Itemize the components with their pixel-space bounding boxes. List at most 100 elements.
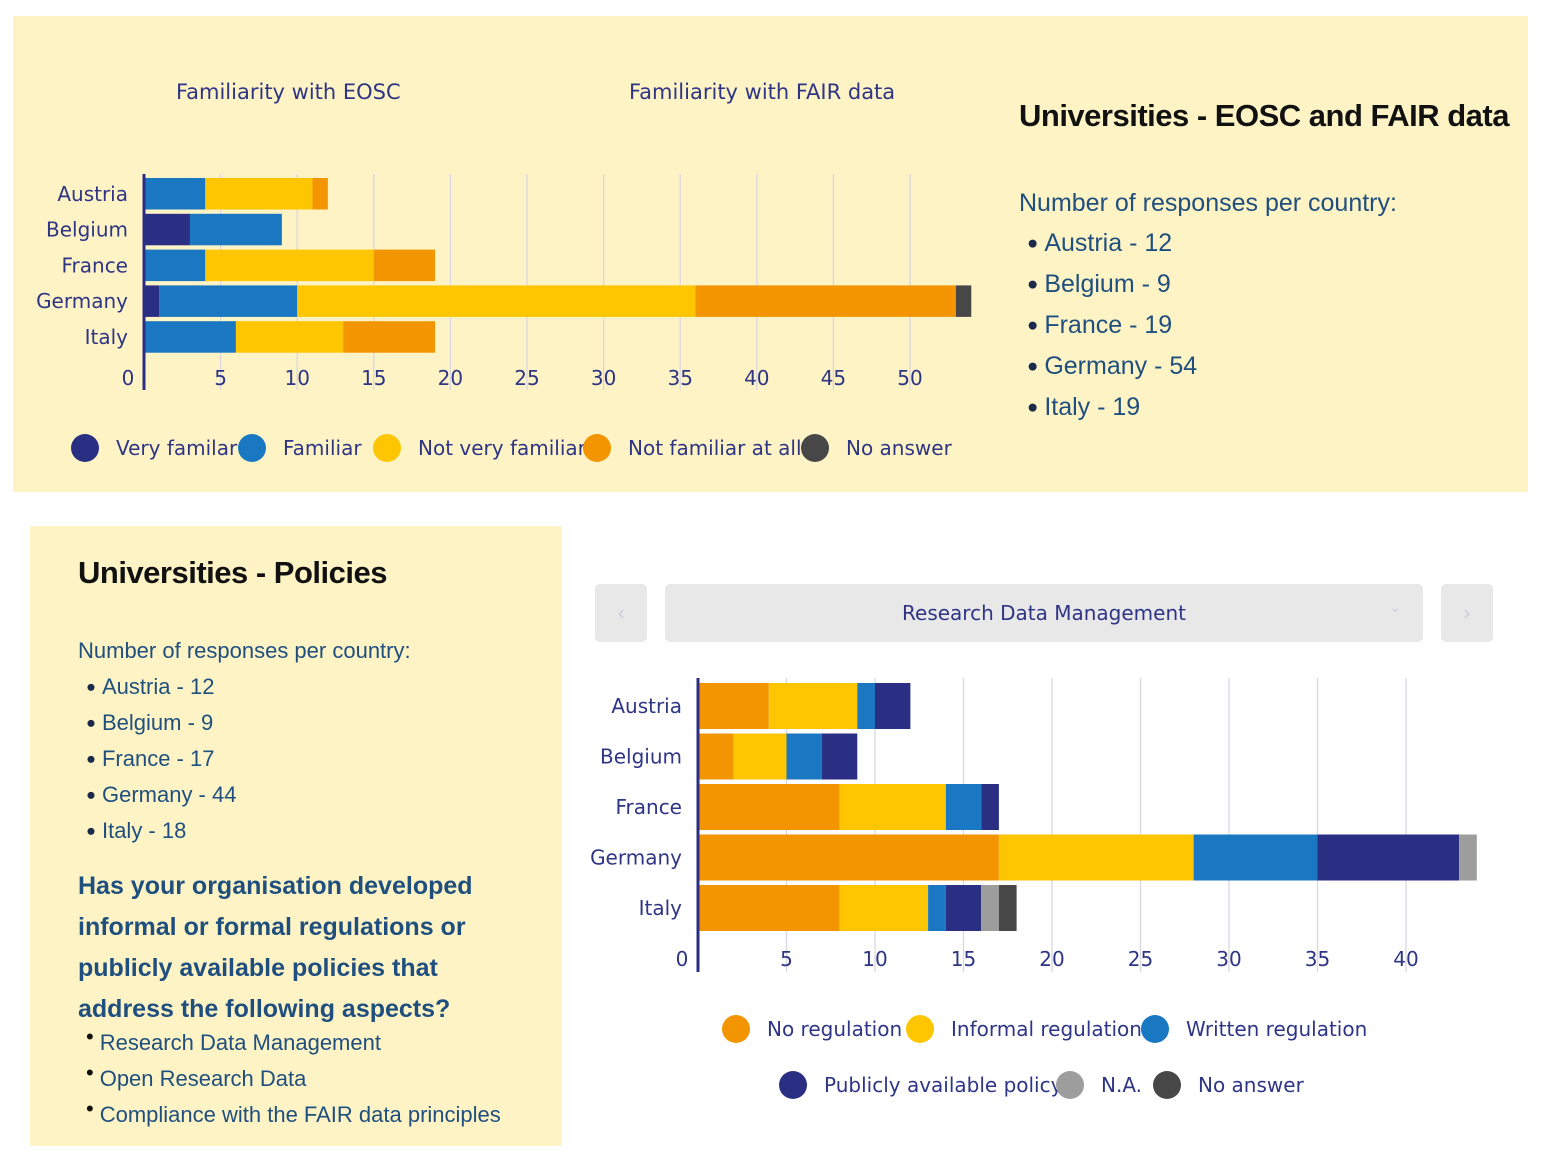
category-label-italy: Italy bbox=[85, 325, 129, 349]
bar-austria-written-regulation bbox=[857, 683, 875, 729]
bar-france-not-very-familiar bbox=[205, 249, 374, 282]
legend-label-publicly-available-policy: Publicly available policy bbox=[824, 1073, 1063, 1097]
category-label-italy: Italy bbox=[639, 896, 683, 920]
bar-france-publicly-available-policy bbox=[981, 784, 999, 830]
responses-austria: Austria - 12 bbox=[86, 674, 236, 710]
legend-label-not-familiar-at-all: Not familiar at all bbox=[628, 436, 802, 460]
bar-germany-not-familiar-at-all bbox=[695, 285, 956, 317]
x-tick-label: 20 bbox=[438, 366, 463, 390]
x-tick-label: 15 bbox=[951, 947, 976, 971]
chevron-right-icon: › bbox=[1463, 601, 1471, 625]
bar-austria-no-regulation bbox=[698, 683, 769, 729]
x-tick-label: 40 bbox=[744, 366, 769, 390]
chevron-left-icon: ‹ bbox=[617, 601, 625, 625]
bar-belgium-very-familar bbox=[144, 213, 190, 246]
eosc-familiarity-chart: Austria Belgium France Germany Italy 0 5 10 15 20… bbox=[36, 174, 972, 462]
legend-marker-not-very-familiar bbox=[373, 434, 401, 462]
responses-germany: Germany - 44 bbox=[86, 782, 237, 818]
aspect-select-value: Research Data Management bbox=[902, 601, 1186, 625]
bar-france-no-regulation bbox=[698, 784, 840, 830]
x-tick-label: 25 bbox=[514, 366, 539, 390]
x-tick-label: 20 bbox=[1039, 947, 1064, 971]
aspect-item: Research Data Management bbox=[86, 1028, 501, 1064]
bar-germany-not-very-familiar bbox=[297, 285, 696, 317]
aspect-item: Compliance with the FAIR data principles bbox=[86, 1100, 501, 1136]
next-aspect-button[interactable]: › bbox=[1441, 584, 1493, 642]
responses-belgium: Belgium - 9 bbox=[1027, 270, 1197, 311]
x-tick-label: 35 bbox=[667, 366, 692, 390]
responses-italy: Italy - 18 bbox=[86, 818, 236, 854]
bar-germany-n-a bbox=[1459, 834, 1477, 881]
bar-france-not-familiar-at-all bbox=[373, 249, 436, 282]
bar-germany-informal-regulation bbox=[998, 834, 1194, 881]
bar-belgium-familiar bbox=[189, 213, 282, 246]
legend-label-no-answer: No answer bbox=[1198, 1073, 1305, 1097]
x-tick-label: 45 bbox=[821, 366, 846, 390]
bar-austria-publicly-available-policy bbox=[875, 683, 911, 729]
category-label-austria: Austria bbox=[57, 182, 128, 206]
responses-austria: Austria - 12 bbox=[1027, 229, 1197, 270]
category-label-france: France bbox=[61, 253, 128, 277]
category-label-germany: Germany bbox=[590, 846, 682, 870]
bar-italy-n-a bbox=[981, 885, 999, 931]
aspects-list: Research Data Management Open Research D… bbox=[86, 1028, 501, 1136]
legend-label-n-a: N.A. bbox=[1101, 1073, 1142, 1097]
bar-germany-publicly-available-policy bbox=[1317, 834, 1460, 881]
responses-italy: Italy - 19 bbox=[1027, 393, 1197, 434]
bar-france-written-regulation bbox=[945, 784, 982, 830]
x-tick-label: 35 bbox=[1305, 947, 1330, 971]
bar-italy-written-regulation bbox=[928, 885, 946, 931]
responses-france: France - 17 bbox=[86, 746, 236, 782]
bar-italy-publicly-available-policy bbox=[945, 885, 982, 931]
eosc-fair-title: Universities - EOSC and FAIR data bbox=[1019, 98, 1509, 133]
legend-label-familiar: Familiar bbox=[283, 436, 362, 460]
tab-familiarity-fair[interactable]: Familiarity with FAIR data bbox=[629, 80, 896, 104]
bar-germany-very-familar bbox=[144, 285, 160, 317]
responses-belgium: Belgium - 9 bbox=[86, 710, 236, 746]
responses-france: France - 19 bbox=[1027, 311, 1197, 352]
x-tick-label: 30 bbox=[591, 366, 616, 390]
x-tick-label: 5 bbox=[214, 366, 227, 390]
legend-label-no-answer: No answer bbox=[846, 436, 953, 460]
bar-austria-familiar bbox=[144, 178, 206, 210]
legend-label-no-regulation: No regulation bbox=[767, 1017, 902, 1041]
legend-marker-familiar bbox=[238, 434, 266, 462]
bar-belgium-publicly-available-policy bbox=[821, 733, 858, 780]
x-tick-label: 10 bbox=[862, 947, 887, 971]
bar-italy-not-very-familiar bbox=[235, 321, 344, 353]
bar-germany-written-regulation bbox=[1193, 834, 1318, 881]
policies-responses-title: Number of responses per country: bbox=[78, 638, 411, 663]
bar-germany-no-answer bbox=[955, 285, 972, 317]
tab-familiarity-eosc[interactable]: Familiarity with EOSC bbox=[176, 80, 401, 104]
category-label-germany: Germany bbox=[36, 289, 128, 313]
eosc-responses-title: Number of responses per country: bbox=[1019, 189, 1397, 217]
bar-belgium-no-regulation bbox=[698, 733, 734, 780]
x-tick-label: 10 bbox=[284, 366, 309, 390]
bar-italy-no-answer bbox=[998, 885, 1017, 931]
legend-marker-publicly-available-policy bbox=[779, 1071, 807, 1099]
previous-aspect-button[interactable]: ‹ bbox=[595, 584, 647, 642]
bar-italy-no-regulation bbox=[698, 885, 840, 931]
legend-marker-written-regulation bbox=[1141, 1015, 1169, 1043]
bar-belgium-informal-regulation bbox=[733, 733, 787, 780]
x-tick-label: 5 bbox=[780, 947, 793, 971]
bar-belgium-written-regulation bbox=[786, 733, 822, 780]
legend-marker-n-a bbox=[1056, 1071, 1084, 1099]
aspect-item: Open Research Data bbox=[86, 1064, 501, 1100]
category-label-belgium: Belgium bbox=[600, 745, 682, 769]
bar-italy-familiar bbox=[144, 321, 236, 353]
aspect-select[interactable]: Research Data Management ⌄ bbox=[665, 584, 1423, 642]
x-tick-label: 30 bbox=[1216, 947, 1241, 971]
legend-marker-no-answer bbox=[1153, 1071, 1181, 1099]
category-label-belgium: Belgium bbox=[46, 218, 128, 242]
x-tick-label: 40 bbox=[1393, 947, 1418, 971]
bar-france-familiar bbox=[144, 249, 206, 282]
bar-germany-no-regulation bbox=[698, 834, 999, 881]
bar-austria-informal-regulation bbox=[768, 683, 858, 729]
legend-label-very-familar: Very familar bbox=[116, 436, 238, 460]
bar-germany-familiar bbox=[159, 285, 298, 317]
legend-label-not-very-familiar: Not very familiar bbox=[418, 436, 587, 460]
bar-italy-informal-regulation bbox=[839, 885, 929, 931]
eosc-responses-list: Austria - 12 Belgium - 9 France - 19 Ger… bbox=[1027, 229, 1197, 434]
